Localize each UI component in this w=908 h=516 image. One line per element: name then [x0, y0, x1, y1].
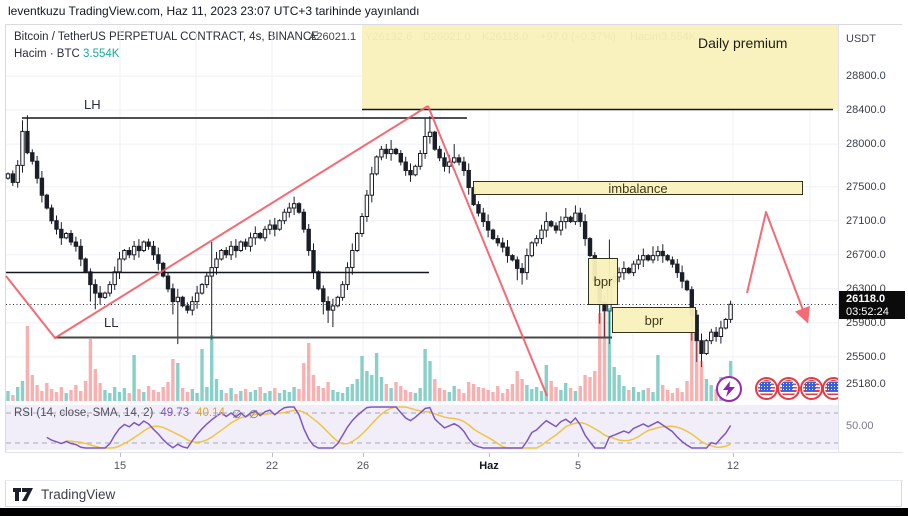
daily-premium-label[interactable]: Daily premium	[698, 35, 788, 51]
lightning-bolt-icon	[723, 381, 735, 397]
lower-low-label[interactable]: LL	[104, 315, 119, 330]
time-tick-label: 12	[726, 460, 740, 472]
us-flag-event-icon[interactable]	[777, 377, 800, 400]
symbol-title[interactable]: Bitcoin / TetherUS PERPETUAL CONTRACT, 4…	[14, 31, 319, 43]
us-flag-event-icon[interactable]	[800, 377, 823, 400]
time-tick-label: 15	[113, 460, 127, 472]
price-tick-label: 27100.0	[846, 215, 886, 227]
axis-footer-divider	[5, 480, 903, 481]
last-price-value: 26118.0	[846, 293, 886, 305]
rsi-empty-value-1: ∅	[231, 409, 242, 421]
bpr-large-label: bpr	[644, 312, 664, 328]
volume-study-value: 3.554K	[83, 48, 120, 60]
rsi-label: RSI (14, close, SMA, 14, 2)	[14, 407, 154, 419]
rsi-axis-tick: 50.00	[846, 420, 874, 432]
time-tick-label: Haz	[479, 460, 499, 472]
volume-study-label: Hacim · BTC	[14, 48, 80, 60]
price-tick-label: 28400.0	[846, 104, 886, 116]
time-tick-label: 26	[356, 460, 370, 472]
us-flag-event-icon[interactable]	[755, 377, 778, 400]
idea-flash-icon[interactable]	[716, 376, 742, 402]
time-tick	[733, 453, 734, 457]
price-tick-label: 28800.0	[846, 70, 886, 82]
time-tick	[272, 453, 273, 457]
price-tick-label: 25500.0	[846, 351, 886, 363]
time-tick-label: 22	[265, 460, 279, 472]
bpr-box-small[interactable]: bpr	[588, 258, 618, 305]
rsi-empty-value-2: ∅	[248, 409, 259, 421]
volume-study-legend[interactable]: Hacim · BTC 3.554K	[14, 48, 119, 60]
bottom-black-bar	[0, 508, 908, 516]
price-axis[interactable]: USDT 28800.0 28400.0 28000.0 27500.0 27100.0…	[838, 25, 908, 480]
last-price-label: 26118.0 03:52:24	[839, 291, 905, 319]
rsi-value: 49.73	[160, 407, 190, 419]
time-tick	[363, 453, 364, 457]
axis-unit-label: USDT	[846, 33, 876, 45]
price-tick-label: 27500.0	[846, 181, 886, 193]
price-tick-label: 26700.0	[846, 249, 886, 261]
bar-countdown: 03:52:24	[846, 306, 889, 318]
open-value: A26021.1	[309, 31, 357, 43]
publish-byline: leventkuzu TradingView.com, Haz 11, 2023…	[8, 4, 420, 18]
price-tick-label: 28000.0	[846, 138, 886, 150]
rsi-legend[interactable]: RSI (14, close, SMA, 14, 2) 49.73 40.14 …	[14, 407, 259, 421]
footer: TradingView	[13, 484, 115, 504]
time-axis[interactable]: 15 22 26 Haz 5 12	[5, 452, 903, 481]
brand-text: TradingView	[41, 486, 116, 502]
tradingview-logo[interactable]	[13, 487, 34, 502]
imbalance-label: imbalance	[608, 180, 668, 196]
imbalance-box[interactable]: imbalance	[473, 180, 803, 196]
time-tick	[489, 453, 490, 457]
rsi-sma-value: 40.14	[196, 407, 225, 419]
bpr-small-label: bpr	[593, 274, 613, 289]
bpr-box-large[interactable]: bpr	[612, 307, 696, 333]
price-tick-label: 25180.0	[846, 378, 886, 390]
daily-premium-box[interactable]	[362, 25, 838, 109]
price-tick-label: 25900.0	[846, 317, 886, 329]
lower-high-label[interactable]: LH	[84, 97, 101, 112]
time-tick-label: 5	[574, 460, 582, 472]
time-tick	[120, 453, 121, 457]
time-tick	[578, 453, 579, 457]
